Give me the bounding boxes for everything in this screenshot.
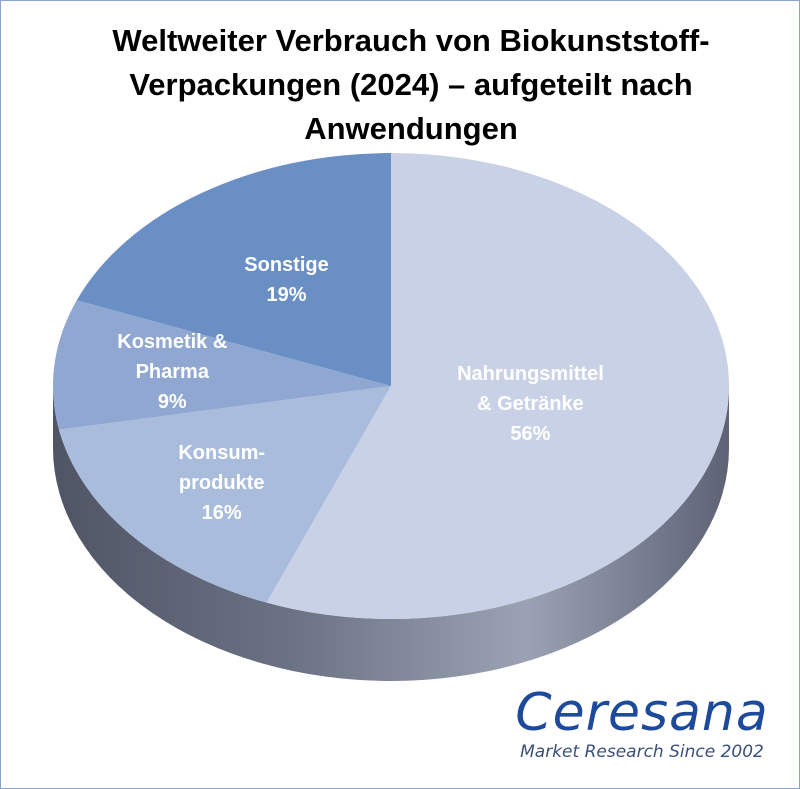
slice-label: Konsum- produkte 16%	[178, 438, 265, 528]
pie-slice-2	[53, 300, 392, 430]
logo-name: Ceresana	[515, 683, 769, 743]
slice-label: Kosmetik & Pharma 9%	[117, 327, 227, 417]
slice-label-name: Konsum- produkte	[178, 441, 266, 494]
logo-tagline: Market Research Since 2002	[520, 742, 764, 762]
pie-slice-1	[58, 386, 391, 603]
ceresana-logo: Ceresana Market Research Since 2002	[497, 685, 787, 763]
slice-label-name: Sonstige	[244, 254, 329, 276]
slice-label-value: 16%	[201, 501, 242, 524]
pie-slice-3	[76, 152, 392, 386]
slice-label-value: 19%	[266, 284, 307, 306]
slice-label-value: 56%	[510, 423, 551, 446]
chart-title: Weltweiter Verbrauch von Biokunststoff-V…	[112, 23, 710, 146]
pie-side-wall	[53, 386, 729, 681]
slice-label-name: Nahrungsmittel & Getränke	[457, 363, 604, 416]
slice-label: Sonstige 19%	[244, 250, 328, 310]
slice-label-value: 9%	[157, 390, 187, 413]
slice-label-name: Kosmetik & Pharma	[117, 330, 228, 383]
pie-slice-0	[266, 153, 729, 620]
slice-label: Nahrungsmittel & Getränke 56%	[457, 359, 604, 449]
